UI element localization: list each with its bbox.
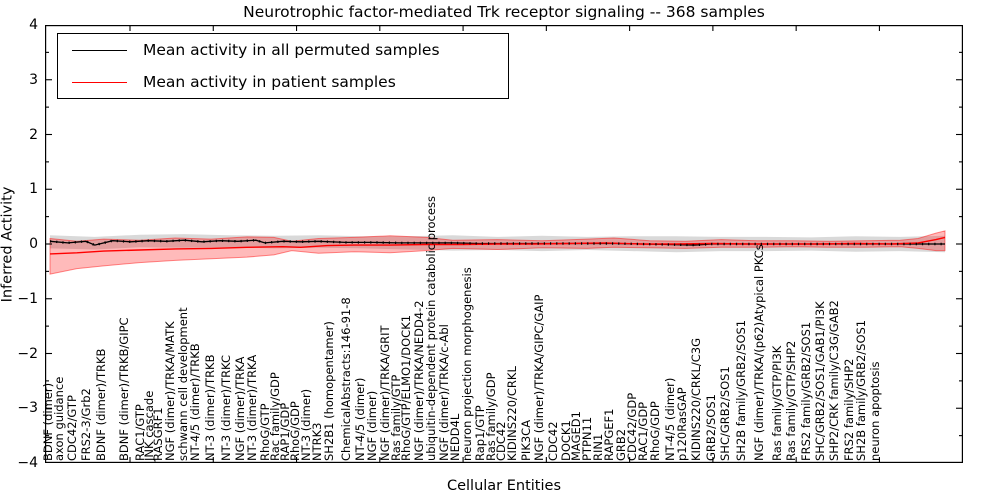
x-axis-label: Cellular Entities — [446, 478, 562, 494]
x-tick-label: p120RasGAP — [675, 387, 689, 461]
y-tick-label: 1 — [29, 181, 38, 198]
x-tick-label: SHC/GRB2/SOS1 — [718, 366, 732, 461]
x-tick-label: BDNF (dimer)/TRKB/GIPC — [116, 317, 131, 461]
x-tick-label: FRS2 family/GRB2/SOS1 — [798, 321, 813, 461]
x-tick-label: ChemicalAbstracts:146-91-8 — [338, 297, 353, 461]
x-tick-label: BDNF (dimer)/TRKB — [94, 348, 109, 461]
x-tick-label: SH2B family/GRB2/SOS1 — [854, 319, 868, 461]
y-tick-label: 0 — [29, 236, 38, 252]
y-tick-label: −2 — [17, 345, 38, 362]
x-tick-label: NT-4/5 (dimer)/TRKB — [188, 343, 203, 461]
patient-line-swatch — [72, 81, 127, 83]
permuted-point-markers — [49, 238, 945, 247]
y-tick-label: −3 — [17, 400, 38, 417]
x-tick-label: SHC/GRB2/SOS1/GAB1/PI3K — [812, 301, 827, 461]
x-tick-label: KIDINS220/CRKL/C3G — [689, 337, 704, 461]
x-tick-label: NGF (dimer)/TRKA/GIPC/GAIP — [531, 294, 546, 461]
legend-label-permuted: Mean activity in all permuted samples — [143, 41, 440, 59]
legend-label-patient: Mean activity in patient samples — [143, 73, 396, 91]
patient-mean-line — [49, 236, 946, 255]
legend: Mean activity in all permuted samples Me… — [57, 33, 509, 99]
x-tick-label: NT-3 (dimer)/TRKB — [202, 354, 217, 462]
x-tick-label: FRS2-3/Grb2 — [79, 388, 93, 461]
x-tick-label: KIDINS220/CRKL — [505, 366, 519, 461]
y-tick-label: −1 — [17, 290, 38, 307]
permuted-line-swatch — [72, 49, 127, 51]
y-tick-label: 3 — [29, 71, 38, 88]
x-tick-label: SH2B family/GRB2/SOS1 — [734, 319, 749, 461]
x-tick-label: CDC42/GTP — [64, 395, 79, 461]
x-tick-label: neuron apoptosis — [868, 361, 883, 461]
x-tick-label: RhoG/GDP — [648, 401, 663, 461]
chart-title: Neurotrophic factor-mediated Trk recepto… — [243, 3, 765, 21]
x-tick-label: GRB2/SOS1 — [703, 394, 718, 461]
x-tick-label: Ras family/GTP/SHP2 — [784, 340, 799, 461]
x-tick-label: SH2B1 (homopentamer) — [322, 321, 337, 461]
chart-plot-area — [45, 25, 963, 463]
y-tick-label: 2 — [29, 126, 38, 143]
x-tick-label: Ras family/GTP/PI3K — [769, 345, 784, 461]
y-tick-label: 4 — [29, 17, 38, 33]
x-tick-label: NT-3 (dimer)/TRKC — [218, 355, 233, 461]
x-tick-label: SHP2/CRK family/C3G/GAB2 — [827, 300, 842, 461]
legend-item-patient: Mean activity in patient samples — [58, 66, 508, 98]
y-tick-label: −4 — [17, 455, 38, 471]
x-tick-label: NGF (dimer)/TRKA/(p62)Atypical PKCs — [752, 244, 766, 461]
legend-item-permuted: Mean activity in all permuted samples — [58, 34, 508, 66]
